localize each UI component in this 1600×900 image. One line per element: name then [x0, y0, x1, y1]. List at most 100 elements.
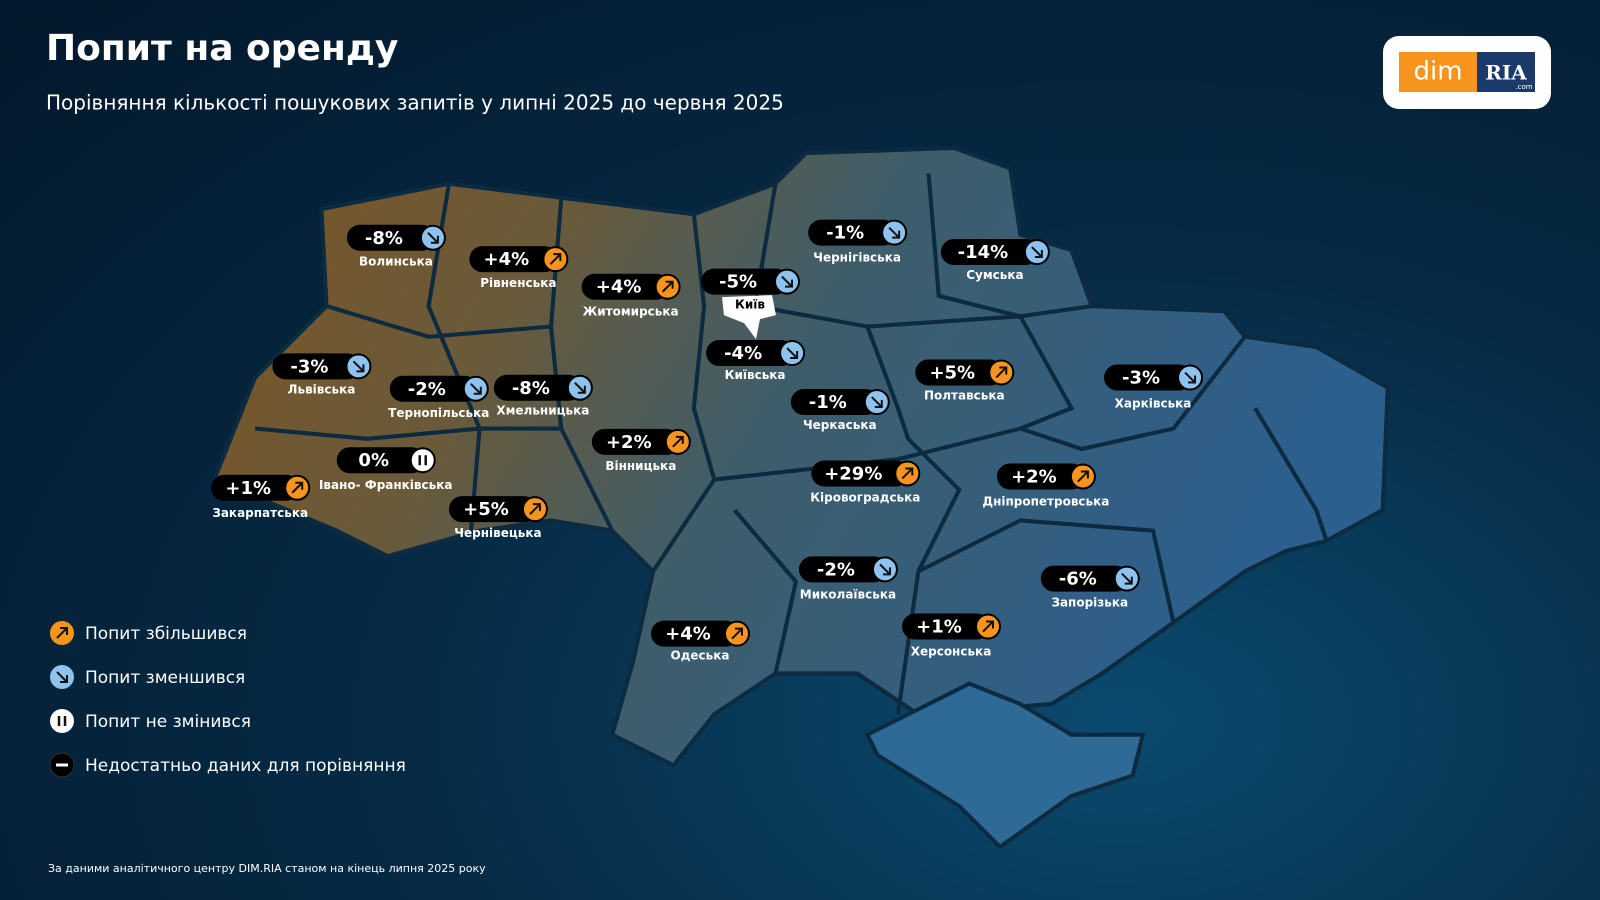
arrow-up: [672, 435, 684, 448]
pill: [798, 556, 887, 583]
arrow-up: [995, 366, 1008, 379]
value-label: +1%: [225, 478, 271, 499]
arrow-up: [291, 481, 304, 494]
region-label: -2% Тернопільська: [388, 375, 489, 420]
pill: [448, 496, 537, 523]
region-name: Івано- Франківська: [319, 478, 453, 492]
value-label: -3%: [1122, 368, 1160, 389]
value-label: -6%: [1059, 569, 1097, 590]
logo: dim RIA .com: [1383, 36, 1551, 109]
pill: [1104, 364, 1193, 391]
region-label: -1% Чернігівська: [808, 219, 908, 265]
region-label: +5% Полтавська: [915, 359, 1015, 402]
region-labels: -8% Волинська +4% Рівненська +4% Житомирська -…: [211, 219, 1204, 663]
pill: [469, 246, 558, 273]
arrow-up: [731, 627, 743, 640]
legend-label: Недостатньо даних для порівняння: [85, 756, 406, 776]
arrow-down: [781, 275, 793, 288]
region-name: Миколаївська: [800, 587, 896, 601]
region-name: Чернігівська: [813, 251, 901, 265]
value-label: -4%: [724, 343, 762, 364]
arrow-down: [1184, 371, 1197, 384]
arrow-down: [786, 347, 799, 360]
region-label: -3% Харківська: [1104, 364, 1204, 411]
region-name: Київська: [725, 368, 786, 382]
region-name: Чернівецька: [454, 526, 541, 540]
region-name: Київ: [735, 298, 765, 312]
region-label: +4% Рівненська: [469, 246, 569, 290]
region-name: Черкаська: [803, 418, 877, 432]
city-shape: [721, 295, 776, 340]
pill: [211, 474, 300, 501]
arrow-up: [529, 503, 541, 515]
region-name: Хмельницька: [496, 404, 589, 418]
pill: [1040, 565, 1129, 592]
arrow-down: [871, 396, 883, 409]
pill: [700, 268, 789, 295]
value-label: +4%: [484, 249, 530, 270]
logo-com: .com: [1515, 83, 1532, 91]
region-name: Кіровоградська: [810, 490, 920, 504]
region-name: Закарпатська: [212, 506, 308, 520]
pill: [790, 389, 879, 416]
arrow-down: [352, 360, 365, 373]
region-label: -6% Запорізька: [1040, 565, 1140, 610]
value-label: +1%: [916, 617, 962, 638]
region-label: 0% Івано- Франківська: [319, 447, 453, 492]
value-label: -2%: [817, 559, 855, 580]
pill: [591, 428, 680, 455]
logo-right-bg: [1477, 52, 1535, 92]
pill: [650, 620, 739, 647]
pill: [346, 224, 435, 251]
arrow-down: [879, 563, 891, 576]
region-label: -8% Хмельницька: [493, 374, 593, 418]
region-label: +1% Закарпатська: [211, 474, 311, 520]
region-label: -3% Львівська: [272, 353, 372, 396]
pill: [940, 239, 1039, 266]
legend-arrow: [56, 627, 68, 639]
pause: [418, 455, 427, 466]
legend-label: Попит збільшився: [85, 624, 247, 644]
region-name: Дніпропетровська: [982, 495, 1109, 509]
region-label: +2% Дніпропетровська: [982, 463, 1109, 509]
pill: [996, 463, 1085, 490]
logo-dim: dim: [1413, 57, 1462, 87]
value-label: 0%: [358, 450, 389, 471]
region-label: -5% Київ: [700, 268, 800, 340]
subtitle: Порівняння кількості пошукових запитів у…: [46, 91, 784, 115]
value-label: -3%: [290, 356, 328, 377]
value-label: +4%: [665, 624, 711, 645]
arrow-up: [982, 620, 995, 633]
region-name: Одеська: [671, 649, 730, 663]
region-label: -1% Черкаська: [790, 389, 890, 432]
arrow-down: [1031, 246, 1043, 259]
region-name: Волинська: [359, 255, 433, 269]
region-name: Харківська: [1115, 397, 1192, 411]
value-label: -1%: [809, 392, 847, 413]
region-label: +29% Кіровоградська: [810, 460, 920, 504]
region-label: -2% Миколаївська: [798, 556, 898, 601]
value-label: -1%: [826, 223, 864, 244]
legend-pause: [57, 716, 67, 726]
value-label: +5%: [463, 499, 509, 520]
region-name: Запорізька: [1051, 596, 1128, 610]
legend-label: Попит зменшився: [85, 668, 245, 688]
value-label: +2%: [606, 432, 652, 453]
value-label: -2%: [408, 379, 446, 400]
pill: [581, 273, 670, 300]
region-label: +4% Житомирська: [581, 273, 681, 319]
region-name: Львівська: [288, 382, 356, 396]
region-name: Житомирська: [583, 305, 679, 319]
region-name: Вінницька: [605, 459, 676, 473]
arrow-down: [1121, 572, 1133, 585]
arrow-up: [661, 280, 674, 293]
region-label: +5% Чернівецька: [448, 496, 548, 540]
arrow-up: [1077, 470, 1089, 483]
arrow-down: [427, 232, 439, 244]
legend-arrow: [56, 671, 68, 683]
legend-icon-same: [50, 709, 74, 733]
footer: За даними аналітичного центру DIM.RIA ст…: [48, 862, 486, 875]
pill: [706, 340, 795, 367]
